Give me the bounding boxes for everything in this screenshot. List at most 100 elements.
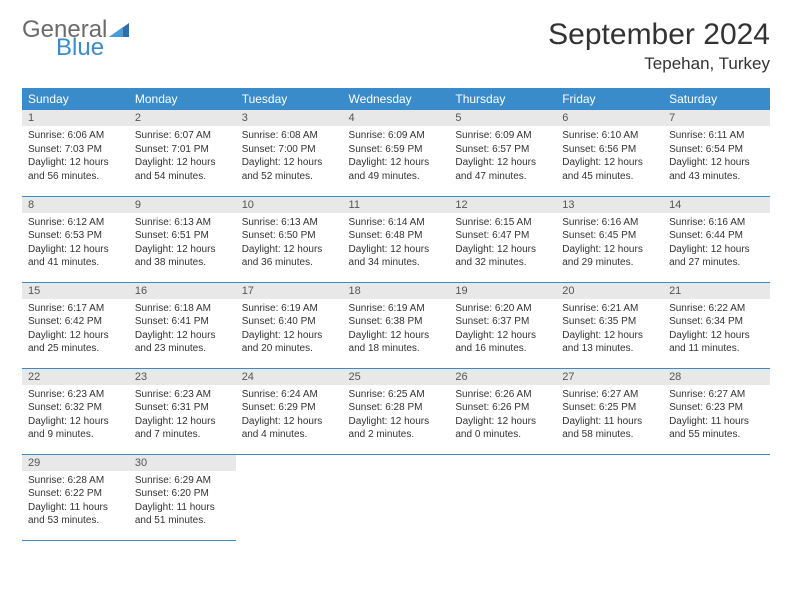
day-header: Saturday [663,88,770,110]
daylight-text: Daylight: 12 hours and 2 minutes. [349,415,444,442]
sunrise-text: Sunrise: 6:18 AM [135,302,230,316]
calendar-cell: 15Sunrise: 6:17 AMSunset: 6:42 PMDayligh… [22,282,129,368]
sunset-text: Sunset: 6:40 PM [242,315,337,329]
sunset-text: Sunset: 6:22 PM [28,487,123,501]
calendar-cell: 8Sunrise: 6:12 AMSunset: 6:53 PMDaylight… [22,196,129,282]
day-header: Tuesday [236,88,343,110]
sunset-text: Sunset: 6:20 PM [135,487,230,501]
day-number: 23 [129,369,236,385]
calendar-cell: 2Sunrise: 6:07 AMSunset: 7:01 PMDaylight… [129,110,236,196]
sunrise-text: Sunrise: 6:25 AM [349,388,444,402]
cell-body: Sunrise: 6:13 AMSunset: 6:50 PMDaylight:… [236,213,343,276]
logo-triangle-icon [109,23,129,37]
calendar-cell: 12Sunrise: 6:15 AMSunset: 6:47 PMDayligh… [449,196,556,282]
cell-body: Sunrise: 6:27 AMSunset: 6:23 PMDaylight:… [663,385,770,448]
sunrise-text: Sunrise: 6:16 AM [562,216,657,230]
sunrise-text: Sunrise: 6:06 AM [28,129,123,143]
daylight-text: Daylight: 12 hours and 34 minutes. [349,243,444,270]
sunset-text: Sunset: 6:34 PM [669,315,764,329]
day-number: 4 [343,110,450,126]
day-number: 30 [129,455,236,471]
cell-body: Sunrise: 6:17 AMSunset: 6:42 PMDaylight:… [22,299,129,362]
cell-body: Sunrise: 6:29 AMSunset: 6:20 PMDaylight:… [129,471,236,534]
calendar-week-row: 8Sunrise: 6:12 AMSunset: 6:53 PMDaylight… [22,196,770,282]
daylight-text: Daylight: 12 hours and 27 minutes. [669,243,764,270]
day-number: 2 [129,110,236,126]
calendar-week-row: 29Sunrise: 6:28 AMSunset: 6:22 PMDayligh… [22,454,770,540]
cell-body: Sunrise: 6:10 AMSunset: 6:56 PMDaylight:… [556,126,663,189]
sunset-text: Sunset: 6:47 PM [455,229,550,243]
daylight-text: Daylight: 12 hours and 20 minutes. [242,329,337,356]
sunrise-text: Sunrise: 6:13 AM [242,216,337,230]
sunset-text: Sunset: 6:28 PM [349,401,444,415]
cell-body: Sunrise: 6:25 AMSunset: 6:28 PMDaylight:… [343,385,450,448]
calendar-cell: 27Sunrise: 6:27 AMSunset: 6:25 PMDayligh… [556,368,663,454]
daylight-text: Daylight: 12 hours and 36 minutes. [242,243,337,270]
cell-body: Sunrise: 6:09 AMSunset: 6:57 PMDaylight:… [449,126,556,189]
sunset-text: Sunset: 6:26 PM [455,401,550,415]
sunrise-text: Sunrise: 6:26 AM [455,388,550,402]
calendar-cell: 11Sunrise: 6:14 AMSunset: 6:48 PMDayligh… [343,196,450,282]
sunrise-text: Sunrise: 6:22 AM [669,302,764,316]
daylight-text: Daylight: 12 hours and 54 minutes. [135,156,230,183]
daylight-text: Daylight: 12 hours and 49 minutes. [349,156,444,183]
sunrise-text: Sunrise: 6:28 AM [28,474,123,488]
sunset-text: Sunset: 7:03 PM [28,143,123,157]
daylight-text: Daylight: 12 hours and 4 minutes. [242,415,337,442]
sunrise-text: Sunrise: 6:15 AM [455,216,550,230]
daylight-text: Daylight: 12 hours and 41 minutes. [28,243,123,270]
cell-body: Sunrise: 6:16 AMSunset: 6:45 PMDaylight:… [556,213,663,276]
daylight-text: Daylight: 12 hours and 25 minutes. [28,329,123,356]
page-header: General Blue September 2024 Tepehan, Tur… [22,18,770,74]
daylight-text: Daylight: 11 hours and 51 minutes. [135,501,230,528]
sunset-text: Sunset: 6:48 PM [349,229,444,243]
sunset-text: Sunset: 6:45 PM [562,229,657,243]
daylight-text: Daylight: 12 hours and 52 minutes. [242,156,337,183]
sunrise-text: Sunrise: 6:20 AM [455,302,550,316]
sunset-text: Sunset: 6:54 PM [669,143,764,157]
calendar-cell: 28Sunrise: 6:27 AMSunset: 6:23 PMDayligh… [663,368,770,454]
daylight-text: Daylight: 12 hours and 29 minutes. [562,243,657,270]
cell-body: Sunrise: 6:27 AMSunset: 6:25 PMDaylight:… [556,385,663,448]
cell-body: Sunrise: 6:09 AMSunset: 6:59 PMDaylight:… [343,126,450,189]
day-number: 27 [556,369,663,385]
cell-body: Sunrise: 6:22 AMSunset: 6:34 PMDaylight:… [663,299,770,362]
cell-body: Sunrise: 6:07 AMSunset: 7:01 PMDaylight:… [129,126,236,189]
day-number: 24 [236,369,343,385]
daylight-text: Daylight: 12 hours and 0 minutes. [455,415,550,442]
calendar-cell: 24Sunrise: 6:24 AMSunset: 6:29 PMDayligh… [236,368,343,454]
calendar-cell: 29Sunrise: 6:28 AMSunset: 6:22 PMDayligh… [22,454,129,540]
calendar-cell [556,454,663,540]
sunset-text: Sunset: 6:42 PM [28,315,123,329]
calendar-week-row: 22Sunrise: 6:23 AMSunset: 6:32 PMDayligh… [22,368,770,454]
day-number: 16 [129,283,236,299]
calendar-cell: 3Sunrise: 6:08 AMSunset: 7:00 PMDaylight… [236,110,343,196]
daylight-text: Daylight: 12 hours and 38 minutes. [135,243,230,270]
calendar-cell: 23Sunrise: 6:23 AMSunset: 6:31 PMDayligh… [129,368,236,454]
day-number: 15 [22,283,129,299]
sunrise-text: Sunrise: 6:19 AM [242,302,337,316]
sunset-text: Sunset: 6:38 PM [349,315,444,329]
calendar-cell: 13Sunrise: 6:16 AMSunset: 6:45 PMDayligh… [556,196,663,282]
day-header: Monday [129,88,236,110]
cell-body: Sunrise: 6:19 AMSunset: 6:40 PMDaylight:… [236,299,343,362]
daylight-text: Daylight: 11 hours and 58 minutes. [562,415,657,442]
cell-body: Sunrise: 6:12 AMSunset: 6:53 PMDaylight:… [22,213,129,276]
day-number: 12 [449,197,556,213]
day-header: Wednesday [343,88,450,110]
sunset-text: Sunset: 7:01 PM [135,143,230,157]
day-number: 25 [343,369,450,385]
sunset-text: Sunset: 6:29 PM [242,401,337,415]
calendar-cell: 17Sunrise: 6:19 AMSunset: 6:40 PMDayligh… [236,282,343,368]
daylight-text: Daylight: 12 hours and 45 minutes. [562,156,657,183]
sunrise-text: Sunrise: 6:17 AM [28,302,123,316]
location-label: Tepehan, Turkey [548,54,770,74]
calendar-cell: 30Sunrise: 6:29 AMSunset: 6:20 PMDayligh… [129,454,236,540]
daylight-text: Daylight: 11 hours and 53 minutes. [28,501,123,528]
day-number: 5 [449,110,556,126]
day-number: 22 [22,369,129,385]
sunset-text: Sunset: 6:56 PM [562,143,657,157]
calendar-cell: 26Sunrise: 6:26 AMSunset: 6:26 PMDayligh… [449,368,556,454]
day-number: 11 [343,197,450,213]
sunrise-text: Sunrise: 6:11 AM [669,129,764,143]
